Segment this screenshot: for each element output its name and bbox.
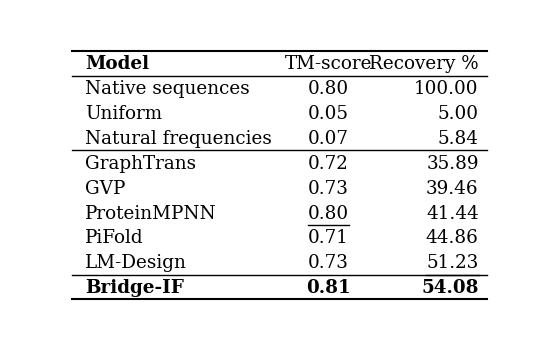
Text: 0.73: 0.73 <box>308 255 349 272</box>
Text: Native sequences: Native sequences <box>85 80 250 98</box>
Text: Bridge-IF: Bridge-IF <box>85 279 184 297</box>
Text: 44.86: 44.86 <box>426 229 479 247</box>
Text: 0.07: 0.07 <box>308 130 349 148</box>
Text: Natural frequencies: Natural frequencies <box>85 130 272 148</box>
Text: 100.00: 100.00 <box>414 80 479 98</box>
Text: Uniform: Uniform <box>85 105 162 123</box>
Text: LM-Design: LM-Design <box>85 255 187 272</box>
Text: 0.81: 0.81 <box>306 279 351 297</box>
Text: 39.46: 39.46 <box>426 180 479 198</box>
Text: GraphTrans: GraphTrans <box>85 155 197 173</box>
Text: 5.84: 5.84 <box>438 130 479 148</box>
Text: 0.72: 0.72 <box>308 155 349 173</box>
Text: PiFold: PiFold <box>85 229 144 247</box>
Text: GVP: GVP <box>85 180 126 198</box>
Text: ProteinMPNN: ProteinMPNN <box>85 205 217 223</box>
Text: Recovery %: Recovery % <box>369 55 479 73</box>
Text: 0.80: 0.80 <box>308 205 349 223</box>
Text: TM-score: TM-score <box>284 55 372 73</box>
Text: 35.89: 35.89 <box>426 155 479 173</box>
Text: 51.23: 51.23 <box>426 255 479 272</box>
Text: 0.05: 0.05 <box>308 105 349 123</box>
Text: 0.73: 0.73 <box>308 180 349 198</box>
Text: 5.00: 5.00 <box>438 105 479 123</box>
Text: 0.71: 0.71 <box>308 229 349 247</box>
Text: 54.08: 54.08 <box>421 279 479 297</box>
Text: Model: Model <box>85 55 149 73</box>
Text: 0.80: 0.80 <box>308 80 349 98</box>
Text: 41.44: 41.44 <box>426 205 479 223</box>
